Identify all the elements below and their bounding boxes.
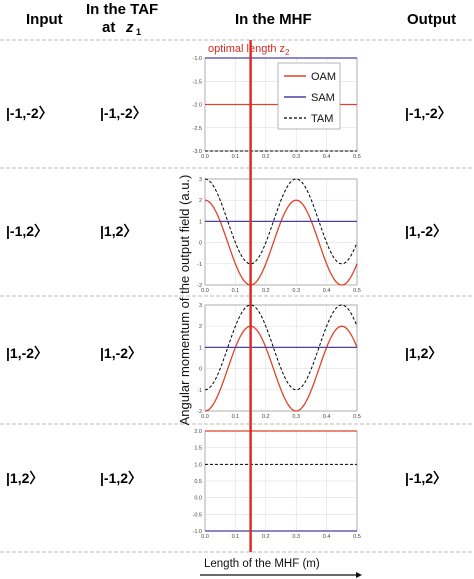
x-axis-arrowhead [356,572,362,578]
plot-4-xtick: 0.5 [353,534,361,540]
plot-2-xtick: 0.1 [232,288,240,294]
y-axis-label: Angular momentum of the output field (a.… [177,175,192,426]
plot-3-series-tam [204,304,358,391]
legend-oam-label: OAM [311,71,336,83]
plot-1-xtick: 0.1 [232,154,240,160]
plot-4-ytick: 1.0 [194,462,202,468]
plot-2-xtick: 0.4 [323,288,331,294]
plot-4-xtick: 0.4 [323,534,331,540]
header-taf-z: z [125,19,134,36]
optimal-length-sub: 2 [285,48,290,57]
plot-1-xtick: 0.0 [201,154,209,160]
plot-3-ytick: -2 [197,409,202,415]
plot-2-xtick: 0.2 [262,288,270,294]
plot-2-ytick: 0 [199,241,202,247]
plot-3-ytick: 2 [199,324,202,330]
plot-2-frame [204,178,358,286]
row1-taf-state: |-1,-2〉 [100,105,147,121]
plot-3-ytick: 1 [199,345,202,351]
plot-3-xtick: 0.2 [262,414,270,420]
x-axis-label: Length of the MHF (m) [204,558,320,570]
plot-2-xtick: 0.3 [292,288,300,294]
plot-4-xtick: 0.1 [232,534,240,540]
legend-box [277,62,341,130]
plot-2-ytick: 1 [199,219,202,225]
plot-2-xtick: 0.0 [201,288,209,294]
plot-1-xtick: 0.5 [353,154,361,160]
row2-input-state: |-1,2〉 [6,223,48,239]
header-taf-at: at [102,19,115,36]
plot-1-ytick: -2.5 [193,126,202,132]
plot-1-xtick: 0.2 [262,154,270,160]
plot-4-ytick: 0.0 [194,496,202,502]
plot-3-ytick: 0 [199,367,202,373]
plot-2-ytick: 3 [199,177,202,183]
plot-3-xtick: 0.4 [323,414,331,420]
plot-4-xtick: 0.0 [201,534,209,540]
row4-taf-state: |-1,2〉 [100,470,142,486]
row1-input-state: |-1,-2〉 [6,105,53,121]
header-output: Output [407,11,456,28]
legend-tam-label: TAM [311,113,333,125]
plot-4-ytick: 1.5 [194,446,202,452]
plot-1-ytick: -3.0 [193,149,202,155]
row2-output-state: |1,-2〉 [405,223,447,239]
legend: OAM SAM TAM [277,62,341,130]
row3-output-state: |1,2〉 [405,345,442,361]
plot-1-xtick: 0.4 [323,154,331,160]
plot-1-ytick: -2.0 [193,103,202,109]
plot-3-xtick: 0.3 [292,414,300,420]
optimal-length-label: optimal length z2 [208,43,290,57]
header-taf-sub: 1 [136,27,141,37]
header-taf: In the TAF [86,1,158,18]
plot-3-ytick: -1 [197,388,202,394]
plot-2-ytick: -2 [197,283,202,289]
plot-3-frame [204,304,358,412]
plot-4-ytick: -0.5 [193,512,202,518]
row3-input-state: |1,-2〉 [6,345,48,361]
header-mhf: In the MHF [235,11,312,28]
row3-taf-state: |1,-2〉 [100,345,142,361]
row1-output-state: |-1,-2〉 [405,105,452,121]
plot-1-xtick: 0.3 [292,154,300,160]
optimal-length-text: optimal length z [208,43,285,55]
plot-4-ytick: 2.0 [194,429,202,435]
plot-4-xtick: 0.3 [292,534,300,540]
plot-3-xtick: 0.1 [232,414,240,420]
legend-sam-label: SAM [311,92,335,104]
plot-2-xtick: 0.5 [353,288,361,294]
plot-2-ytick: -1 [197,262,202,268]
plot-4-ytick: -1.0 [193,529,202,535]
plot-4-ytick: 0.5 [194,479,202,485]
plot-3-xtick: 0.5 [353,414,361,420]
plot-2-ytick: 2 [199,198,202,204]
row2-taf-state: |1,2〉 [100,223,137,239]
plot-4-xtick: 0.2 [262,534,270,540]
plot-2-series-tam [204,178,358,265]
plot-1-ytick: -1.5 [193,79,202,85]
plot-3-series-oam [204,325,358,412]
plot-1-ytick: -1.0 [193,56,202,62]
plot-3-ytick: 3 [199,303,202,309]
row4-output-state: |-1,2〉 [405,470,447,486]
row4-input-state: |1,2〉 [6,470,43,486]
plot-3-xtick: 0.0 [201,414,209,420]
header-input: Input [26,11,63,28]
